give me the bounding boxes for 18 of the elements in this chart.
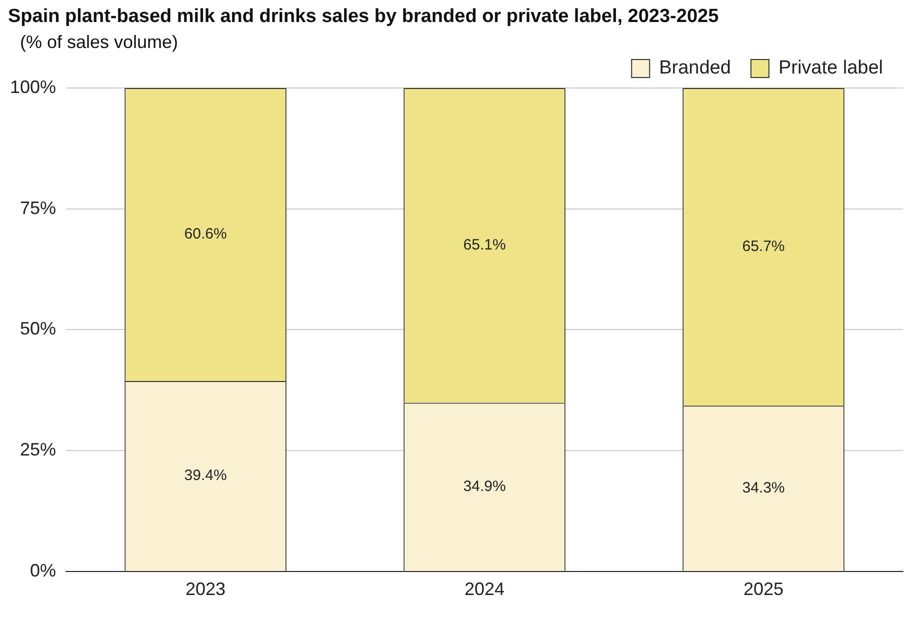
data-label: 34.3% (742, 479, 785, 496)
data-label: 65.7% (742, 238, 785, 255)
x-tick-label: 2024 (464, 579, 505, 600)
data-label: 34.9% (463, 478, 506, 495)
y-tick-label: 50% (20, 318, 56, 339)
y-tick-label: 100% (10, 76, 56, 97)
x-tick-label: 2023 (186, 579, 226, 600)
x-tick-label: 2025 (743, 579, 784, 600)
y-tick-label: 0% (30, 560, 56, 580)
y-tick-label: 75% (20, 198, 56, 218)
y-tick-label: 25% (20, 440, 56, 460)
chart-title: Spain plant-based milk and drinks sales by branded or private label, 2023-2025 (7, 5, 720, 28)
data-label: 65.1% (463, 236, 506, 254)
chart-subtitle: (% of sales volume) (19, 31, 180, 53)
data-label: 60.6% (184, 226, 227, 243)
legend-label: Branded (659, 58, 731, 79)
legend-label: Private label (778, 58, 884, 79)
data-label: 39.4% (184, 467, 227, 484)
